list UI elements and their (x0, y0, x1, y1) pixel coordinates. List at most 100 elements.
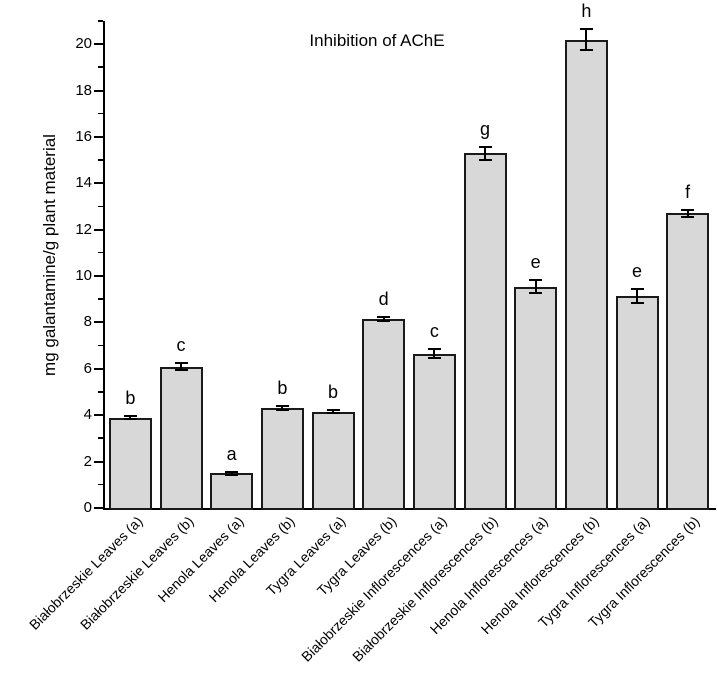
bar (514, 286, 558, 510)
bar (362, 318, 406, 510)
y-tick-label: 12 (75, 220, 92, 238)
bar (615, 295, 659, 510)
bar (463, 153, 507, 510)
y-major-tick (94, 182, 103, 185)
x-tick-label-text: Henola Leaves (b) (205, 513, 298, 606)
y-tick-label: 2 (83, 452, 92, 470)
significance-letter: g (479, 118, 490, 139)
y-tick-label: 8 (83, 313, 92, 331)
y-major-tick (94, 275, 103, 278)
y-tick-label: 16 (75, 127, 92, 145)
error-bar (585, 29, 588, 50)
y-minor-tick (98, 298, 103, 300)
error-bar (382, 317, 385, 321)
significance-letter: b (277, 378, 288, 399)
significance-letter: a (226, 443, 237, 464)
y-major-tick (94, 321, 103, 324)
y-minor-tick (98, 437, 103, 439)
error-bar-cap-top (377, 316, 391, 319)
error-bar (636, 288, 638, 303)
y-major-tick (94, 414, 103, 417)
y-tick-label: 10 (75, 267, 92, 285)
error-bar-cap-top (427, 348, 441, 351)
bar (666, 213, 710, 510)
y-minor-tick (98, 391, 103, 393)
y-major-tick (94, 367, 103, 370)
y-tick-label: 20 (75, 35, 92, 53)
x-axis (103, 508, 716, 510)
error-bar (484, 146, 486, 160)
y-tick-label: 0 (83, 499, 92, 516)
bar (108, 417, 152, 510)
y-axis-label: mg galantamine/g plant material (40, 134, 59, 376)
y-minor-tick (98, 205, 103, 208)
error-bar-cap-bottom (326, 412, 340, 415)
error-bar-cap-bottom (225, 473, 239, 476)
error-bar-cap-bottom (123, 418, 137, 421)
significance-letter: c (429, 321, 439, 342)
error-bar-cap-top (478, 145, 492, 148)
error-bar-cap-bottom (529, 292, 543, 295)
y-major-tick (94, 507, 103, 509)
bar (260, 408, 304, 510)
error-bar-cap-top (630, 287, 644, 290)
error-bar (686, 209, 689, 218)
chart-title: Inhibition of AChE (309, 31, 445, 50)
error-bar (129, 415, 132, 420)
significance-letter: e (530, 251, 541, 272)
error-bar-cap-top (579, 28, 593, 31)
y-major-tick (94, 89, 103, 92)
y-major-tick (94, 228, 103, 231)
error-bar-cap-bottom (579, 48, 593, 51)
significance-letter: f (685, 181, 691, 202)
error-bar-cap-top (681, 208, 695, 211)
error-bar-cap-bottom (377, 319, 391, 322)
y-tick-label: 6 (83, 359, 92, 377)
significance-letter: b (327, 382, 338, 403)
bar (159, 366, 203, 510)
y-tick-label: 14 (75, 174, 92, 192)
y-minor-tick (98, 159, 103, 161)
y-minor-tick (98, 20, 103, 22)
bar (210, 473, 254, 510)
y-minor-tick (98, 344, 103, 347)
y-major-tick (94, 43, 103, 46)
x-tick-label-text: Henola Leaves (a) (154, 513, 247, 606)
error-bar-cap-top (529, 278, 543, 281)
error-bar-cap-top (326, 409, 340, 412)
significance-letter: b (125, 387, 136, 408)
error-bar (230, 471, 233, 475)
y-minor-tick (98, 112, 103, 115)
error-bar (332, 410, 334, 414)
bar (564, 39, 608, 510)
significance-letter: c (176, 335, 186, 356)
error-bar-cap-bottom (681, 216, 695, 219)
error-bar-cap-bottom (174, 369, 188, 372)
error-bar (180, 363, 182, 370)
error-bar-cap-top (225, 470, 239, 473)
error-bar-cap-top (123, 414, 137, 417)
y-minor-tick (98, 66, 103, 68)
significance-letter: d (378, 289, 389, 310)
y-tick-label: 18 (75, 81, 92, 99)
significance-letter: e (631, 260, 642, 281)
error-bar-cap-top (174, 362, 188, 365)
significance-letter: h (581, 1, 592, 22)
y-major-tick (94, 460, 103, 463)
bar (412, 353, 456, 510)
error-bar-cap-bottom (630, 301, 644, 304)
error-bar (433, 349, 436, 359)
error-bar-cap-bottom (478, 158, 492, 161)
y-tick-label: 4 (83, 406, 92, 424)
error-bar-cap-bottom (427, 357, 441, 360)
error-bar-cap-top (275, 405, 289, 408)
error-bar (281, 406, 284, 411)
y-minor-tick (98, 251, 103, 254)
bar (311, 411, 355, 510)
error-bar-cap-bottom (275, 409, 289, 412)
error-bar (534, 279, 537, 294)
y-axis (103, 21, 105, 510)
y-minor-tick (98, 483, 103, 486)
y-major-tick (94, 135, 103, 138)
